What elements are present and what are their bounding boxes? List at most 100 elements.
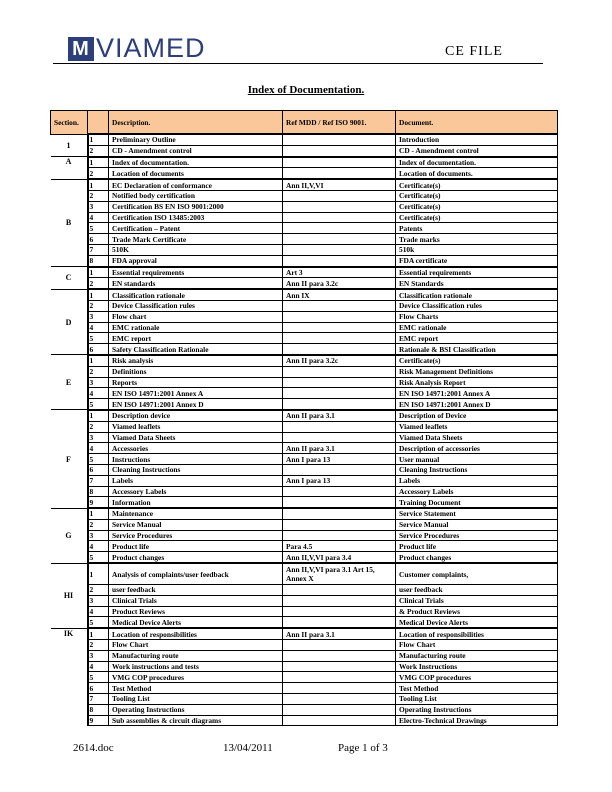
ref-mdd-cell [282, 321, 396, 334]
item-number-cell: 2 [86, 584, 109, 596]
item-number-cell: 1 [86, 288, 109, 301]
table-row: 7 510K 510k [51, 243, 558, 256]
document-cell: Risk Analysis Report [395, 376, 558, 389]
ref-mdd-cell [282, 584, 396, 596]
ref-mdd-cell [282, 211, 396, 224]
ref-mdd-cell [282, 167, 396, 180]
table-row: 4 Product life Para 4.5 Product life [51, 540, 558, 553]
table-row: 2 CD - Amendment control CD - Amendment co… [51, 144, 558, 158]
ref-mdd-cell: Ann II para 3.1 [282, 442, 396, 455]
table-row: 2 Viamed leaflets Viamed leaflets [51, 420, 558, 433]
table-row: IK 1 Location of responsibilities Ann II pa… [50, 627, 558, 726]
item-number-cell: 5 [86, 453, 109, 465]
item-number-cell: 5 [86, 671, 109, 684]
item-number-cell: 7 [86, 243, 109, 256]
description-cell: VMG COP procedures [108, 671, 283, 684]
document-cell: User manual [395, 453, 558, 465]
table-row: 5 Medical Device Alerts Medical Device Ale… [51, 616, 558, 629]
item-number-cell: 3 [86, 200, 109, 213]
table-row: 9 Sub assemblies & circuit diagrams Electr… [51, 714, 558, 727]
ref-mdd-cell: Ann IX [282, 288, 396, 301]
ref-mdd-cell [282, 703, 396, 716]
header-description: Description. [108, 110, 283, 135]
table-row: 7 Labels Ann I para 13 Labels [51, 474, 558, 487]
ref-mdd-cell [282, 233, 396, 245]
document-cell: Service Procedures [395, 529, 558, 542]
table-row: 3 Manufacturing route Manufacturing route [51, 649, 558, 662]
table-row: 4 EMC rationale EMC rationale [51, 321, 558, 334]
document-cell: Certificate(s) [395, 353, 558, 367]
ref-mdd-cell: Ann I para 13 [282, 474, 396, 487]
document-cell: Customer complaints, [395, 562, 558, 586]
item-number-cell: 6 [86, 682, 109, 695]
document-cell: Patents [395, 222, 558, 235]
table-row: C 1 Essential requirements Art 3 Essential r… [50, 265, 558, 290]
description-cell: Certification ISO 13485:2003 [108, 211, 283, 224]
table-row: F 1 Description device Ann II para 3.1 Descr… [50, 408, 558, 509]
item-number-cell: 3 [86, 594, 109, 607]
logo-text: VIAMED [96, 33, 206, 63]
description-cell: Flow chart [108, 310, 283, 323]
document-cell: Work Instructions [395, 660, 558, 673]
document-cell: Electro-Technical Drawings [395, 714, 558, 727]
description-cell: Service Manual [108, 518, 283, 531]
ref-mdd-cell [282, 132, 396, 146]
ref-mdd-cell [282, 155, 396, 169]
table-row: 4 Product Reviews & Product Reviews [51, 605, 558, 618]
ref-mdd-cell: Para 4.5 [282, 540, 396, 553]
footer-page: Page 1 of 3 [338, 742, 388, 754]
item-number-cell: 3 [86, 649, 109, 662]
header-document: Document. [395, 110, 558, 135]
document-cell: Flow Chart [395, 639, 558, 651]
section-label: C [50, 266, 88, 290]
description-cell: EMC report [108, 332, 283, 345]
document-cell: Rationale & BSI Classification [395, 343, 558, 356]
description-cell: Clinical Trials [108, 594, 283, 607]
ref-mdd-cell [282, 332, 396, 345]
item-number-cell: 4 [86, 442, 109, 455]
document-cell: Flow Charts [395, 310, 558, 323]
ref-mdd-cell [282, 518, 396, 531]
footer-date: 13/04/2011 [223, 742, 273, 754]
ref-mdd-cell [282, 639, 396, 651]
description-cell: Tooling List [108, 693, 283, 705]
document-cell: Medical Device Alerts [395, 616, 558, 629]
header-ref: Ref MDD / Ref ISO 9001. [282, 110, 396, 135]
section-label: E [50, 354, 88, 410]
ref-mdd-cell [282, 671, 396, 684]
item-number-cell: 5 [86, 551, 109, 564]
item-number-cell: 2 [86, 518, 109, 531]
table-row: 8 Accessory Labels Accessory Labels [51, 485, 558, 498]
ref-mdd-cell [282, 189, 396, 202]
ref-mdd-cell [282, 299, 396, 312]
ref-mdd-cell [282, 714, 396, 727]
item-number-cell: 4 [86, 321, 109, 334]
ref-mdd-cell: Ann I para 13 [282, 453, 396, 465]
document-cell: Certificate(s) [395, 189, 558, 202]
description-cell: Risk analysis [108, 353, 283, 367]
header-section: Section. [50, 110, 88, 135]
document-cell: Certificate(s) [395, 200, 558, 213]
table-row: HI 1 Analysis of complaints/user feedback A… [50, 562, 558, 629]
document-cell: Accessory Labels [395, 485, 558, 498]
item-number-cell: 5 [86, 332, 109, 345]
section-label: G [50, 507, 88, 564]
table-row: 5 VMG COP procedures VMG COP procedures [51, 671, 558, 684]
item-number-cell: 6 [86, 463, 109, 476]
description-cell: Viamed leaflets [108, 420, 283, 433]
description-cell: Information [108, 496, 283, 509]
item-number-cell: 2 [86, 167, 109, 180]
table-row: 5 Instructions Ann I para 13 User manual [51, 453, 558, 465]
footer-filename: 2614.doc [73, 742, 114, 754]
ref-mdd-cell [282, 222, 396, 235]
description-cell: Reports [108, 376, 283, 389]
item-number-cell: 3 [86, 376, 109, 389]
description-cell: Viamed Data Sheets [108, 431, 283, 444]
item-number-cell: 6 [86, 233, 109, 245]
table-row: 4 Work instructions and tests Work Instruc… [51, 660, 558, 673]
document-cell: EN ISO 14971:2001 Annex D [395, 398, 558, 411]
item-number-cell: 2 [86, 189, 109, 202]
description-cell: Maintenance [108, 507, 283, 520]
item-number-cell: 5 [86, 398, 109, 411]
item-number-cell: 4 [86, 387, 109, 400]
